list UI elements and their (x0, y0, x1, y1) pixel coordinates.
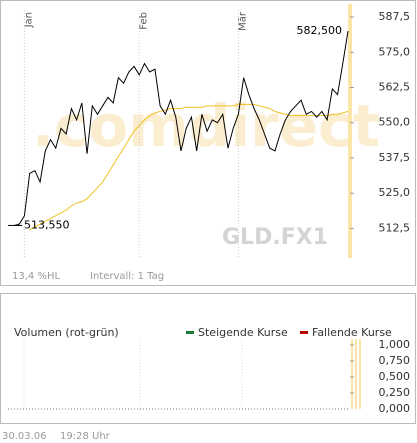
price-line (13, 31, 349, 226)
y-tick-label: 575,0 (379, 45, 411, 58)
symbol: GLD.FX1 (222, 225, 328, 250)
y-tick-label: 587,5 (379, 10, 411, 23)
legend-label: Steigende Kurse (198, 326, 288, 339)
x-tick-label: Mär (237, 11, 248, 31)
y-tick-label: 0,000 (379, 402, 411, 415)
volume-title: Volumen (rot-grün) (14, 326, 119, 339)
y-tick-label: 0,750 (379, 354, 411, 367)
legend-label: Fallende Kurse (312, 326, 392, 339)
y-tick-label: 525,0 (379, 186, 411, 199)
footer-time: 19:28 Uhr (60, 431, 111, 442)
footer-date: 30.03.06 (2, 431, 47, 442)
annotation: 513,550 (24, 218, 70, 231)
annotation: 582,500 (297, 24, 343, 37)
y-tick-label: 512,5 (379, 221, 411, 234)
y-tick-label: 550,0 (379, 116, 411, 129)
legend-swatch (300, 331, 308, 334)
legend-swatch (186, 331, 194, 334)
y-tick-label: 0,500 (379, 370, 411, 383)
volume-panel (0, 293, 416, 424)
y-tick-label: 1,000 (379, 338, 411, 351)
y-tick-label: 537,5 (379, 151, 411, 164)
interval: Intervall: 1 Tag (90, 271, 164, 282)
price-line (29, 103, 349, 231)
y-tick-label: 562,5 (379, 81, 411, 94)
y-tick-label: 0,250 (379, 386, 411, 399)
x-tick-label: Feb (138, 12, 149, 30)
range-info: 13,4 %HL (12, 271, 60, 282)
price-panel (0, 0, 416, 286)
x-tick-label: Jan (23, 12, 34, 28)
